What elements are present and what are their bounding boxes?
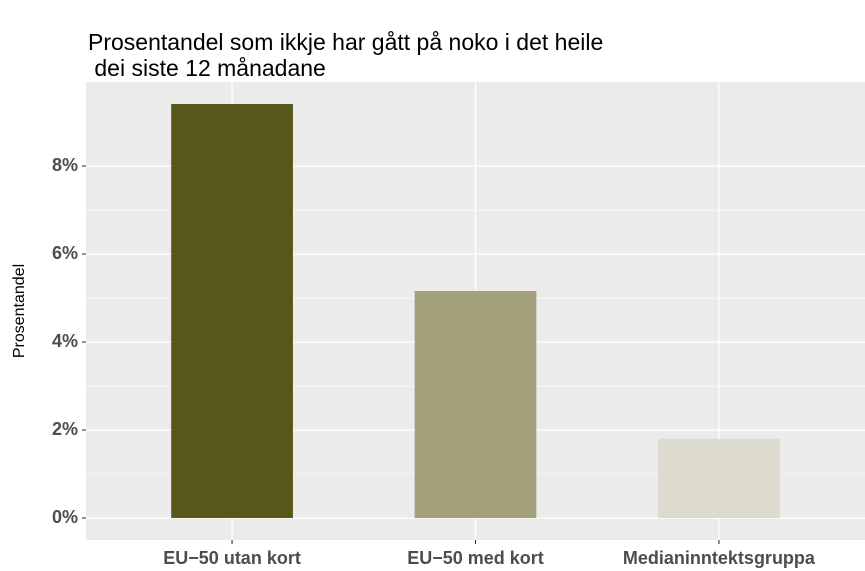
bar [171,103,293,519]
chart-title: Prosentandel som ikkje har gått på noko … [88,29,603,55]
y-tick-label: 8% [52,155,78,175]
bar [658,438,780,519]
y-tick-label: 2% [52,419,78,439]
bar [414,290,537,519]
y-tick-label: 4% [52,331,78,351]
y-axis-title: Prosentandel [11,264,28,358]
x-tick-label: EU−50 utan kort [163,548,301,568]
y-tick-label: 0% [52,507,78,527]
y-tick-label: 6% [52,243,78,263]
x-tick-label: EU−50 med kort [407,548,544,568]
chart-title: dei siste 12 månadane [88,55,326,81]
x-tick-label: Medianinntektsgruppa [623,548,816,568]
